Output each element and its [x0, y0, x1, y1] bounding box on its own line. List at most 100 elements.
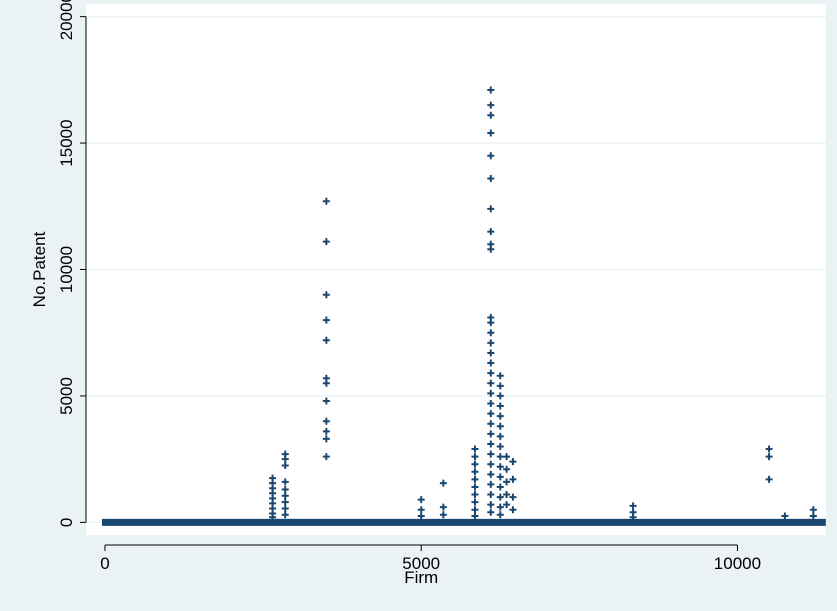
data-point: [509, 475, 517, 483]
data-point: [471, 453, 479, 461]
data-point: [487, 319, 495, 327]
data-point: [496, 483, 504, 491]
data-point: [629, 513, 637, 521]
data-point: [487, 379, 495, 387]
data-point: [809, 506, 817, 514]
data-point: [487, 111, 495, 119]
data-point: [509, 493, 517, 501]
data-point: [487, 359, 495, 367]
data-point: [471, 498, 479, 506]
y-tick-label: 15000: [57, 119, 76, 166]
data-point: [322, 379, 330, 387]
data-point: [439, 503, 447, 511]
data-point: [487, 508, 495, 516]
data-point: [496, 402, 504, 410]
data-point: [281, 492, 289, 500]
data-point: [281, 478, 289, 486]
data-point: [487, 400, 495, 408]
data-point: [487, 245, 495, 253]
data-point: [487, 501, 495, 509]
x-tick-label: 10000: [714, 554, 761, 573]
data-point: [487, 339, 495, 347]
data-point: [439, 479, 447, 487]
data-point: [471, 483, 479, 491]
data-point: [496, 453, 504, 461]
baseline-band: [101, 518, 826, 526]
data-point: [487, 86, 495, 94]
data-point: [487, 420, 495, 428]
data-point: [281, 455, 289, 463]
data-point: [322, 238, 330, 246]
data-point: [269, 513, 277, 521]
x-tick-label: 0: [100, 554, 109, 573]
data-point: [322, 453, 330, 461]
data-point: [471, 491, 479, 499]
data-point: [487, 205, 495, 213]
data-point: [322, 427, 330, 435]
data-point: [471, 445, 479, 453]
data-point: [322, 197, 330, 205]
data-point: [487, 152, 495, 160]
data-point: [496, 463, 504, 471]
data-point: [487, 389, 495, 397]
data-point: [496, 432, 504, 440]
data-point: [496, 443, 504, 450]
data-point: [471, 475, 479, 483]
data-point: [496, 382, 504, 390]
data-point: [509, 458, 517, 466]
data-point: [765, 475, 773, 483]
data-point: [322, 291, 330, 299]
data-point: [322, 397, 330, 405]
data-point: [496, 493, 504, 501]
data-point: [281, 498, 289, 506]
data-point: [487, 440, 495, 448]
data-point: [496, 422, 504, 430]
data-point: [487, 430, 495, 438]
data-point: [487, 491, 495, 499]
data-point: [503, 491, 511, 499]
baseline-markers: [101, 518, 826, 526]
data-point: [487, 329, 495, 337]
data-point: [487, 129, 495, 137]
data-point: [439, 511, 447, 519]
y-tick-label: 0: [57, 518, 76, 527]
data-point: [781, 512, 789, 520]
data-point: [281, 485, 289, 493]
data-point: [487, 349, 495, 357]
data-point: [322, 435, 330, 443]
data-point: [496, 392, 504, 400]
data-point: [487, 450, 495, 458]
data-point: [503, 465, 511, 473]
data-point: [281, 461, 289, 469]
data-point: [487, 101, 495, 109]
data-point: [487, 410, 495, 418]
data-point: [281, 511, 289, 519]
data-point: [471, 468, 479, 476]
data-point: [417, 496, 425, 504]
data-points: [269, 86, 817, 521]
data-point: [471, 512, 479, 520]
data-point: [496, 473, 504, 481]
data-point: [322, 336, 330, 344]
data-point: [496, 503, 504, 511]
x-axis-title: Firm: [404, 568, 438, 587]
data-point: [629, 502, 637, 510]
y-tick-label: 20000: [57, 0, 76, 40]
data-point: [496, 412, 504, 420]
data-point: [509, 506, 517, 514]
data-point: [322, 316, 330, 324]
y-tick-label: 5000: [57, 377, 76, 415]
data-point: [281, 504, 289, 512]
data-point: [503, 453, 511, 461]
data-point: [487, 228, 495, 236]
x-tick-label: 5000: [402, 554, 440, 573]
data-point: [809, 512, 817, 520]
data-point: [417, 512, 425, 520]
x-axis-ticks: 0 5000 10000: [100, 545, 761, 573]
data-point: [471, 506, 479, 514]
data-point: [503, 501, 511, 509]
data-point: [471, 460, 479, 468]
data-point: [503, 478, 511, 486]
